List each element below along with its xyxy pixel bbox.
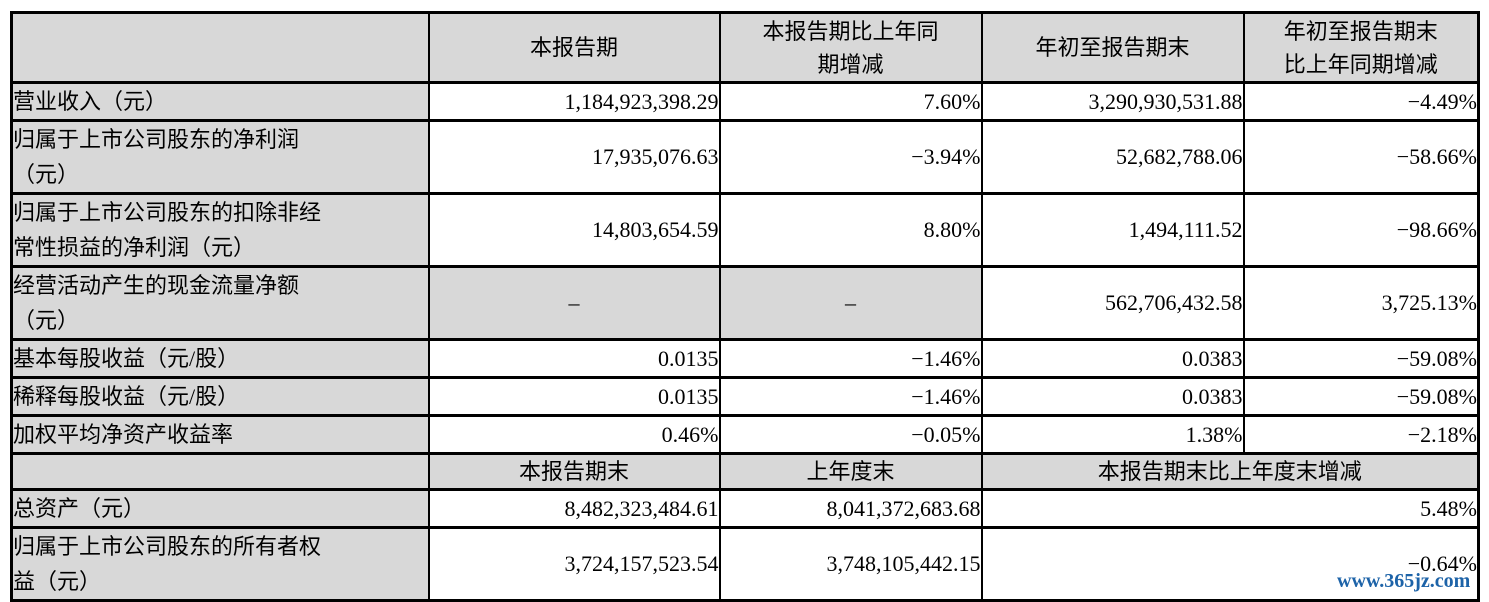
operating-revenue-yoy: 7.60% [718,81,983,122]
net-profit-yoy: −3.94% [718,119,983,195]
row-weighted-avg-roe-label: 加权平均净资产收益率 [10,414,430,455]
row-diluted-eps: 稀释每股收益（元/股） 0.0135 −1.46% 0.0383 −59.08% [10,376,1480,417]
cash-flow-current-dash: – [427,265,721,341]
owners-equity-period-end: 3,724,157,523.54 [427,526,721,602]
row-diluted-eps-label: 稀释每股收益（元/股） [10,376,430,417]
owners-equity-change: −0.64% [980,526,1480,602]
net-profit-excl-ytd-yoy: −98.66% [1242,192,1480,268]
row-owners-equity: 归属于上市公司股东的所有者权 益（元） 3,724,157,523.54 3,7… [10,526,1480,602]
header-row-period-end: 本报告期末 上年度末 本报告期末比上年度末增减 [10,452,1480,491]
operating-revenue-current: 1,184,923,398.29 [427,81,721,122]
total-assets-period-end: 8,482,323,484.61 [427,488,721,529]
financial-summary-table: 本报告期 本报告期比上年同 期增减 年初至报告期末 年初至报告期末 比上年同期增… [10,11,1480,602]
basic-eps-ytd-yoy: −59.08% [1242,338,1480,379]
header-prior-year-end: 上年度末 [718,452,983,491]
header-period-end-change: 本报告期末比上年度末增减 [980,452,1480,491]
total-assets-change: 5.48% [980,488,1480,529]
row-basic-eps-label: 基本每股收益（元/股） [10,338,430,379]
row-basic-eps: 基本每股收益（元/股） 0.0135 −1.46% 0.0383 −59.08% [10,338,1480,379]
net-profit-excl-ytd: 1,494,111.52 [980,192,1245,268]
row-operating-cash-flow-label: 经营活动产生的现金流量净额 （元） [10,265,430,341]
row-owners-equity-label: 归属于上市公司股东的所有者权 益（元） [10,526,430,602]
total-assets-prior-year-end: 8,041,372,683.68 [718,488,983,529]
header-current-period: 本报告期 [427,11,721,84]
operating-revenue-ytd-yoy: −4.49% [1242,81,1480,122]
row-operating-revenue: 营业收入（元） 1,184,923,398.29 7.60% 3,290,930… [10,81,1480,122]
row-total-assets: 总资产（元） 8,482,323,484.61 8,041,372,683.68… [10,488,1480,529]
net-profit-ytd: 52,682,788.06 [980,119,1245,195]
financial-summary-table-container: 本报告期 本报告期比上年同 期增减 年初至报告期末 年初至报告期末 比上年同期增… [10,11,1480,602]
net-profit-excl-yoy: 8.80% [718,192,983,268]
cash-flow-yoy-dash: – [718,265,983,341]
row-net-profit-excl-nonrecurring: 归属于上市公司股东的扣除非经 常性损益的净利润（元） 14,803,654.59… [10,192,1480,268]
header2-blank-cell [10,452,430,491]
site-watermark: www.365jz.com [1337,570,1471,592]
net-profit-excl-current: 14,803,654.59 [427,192,721,268]
diluted-eps-ytd: 0.0383 [980,376,1245,417]
header-period-end: 本报告期末 [427,452,721,491]
diluted-eps-yoy: −1.46% [718,376,983,417]
basic-eps-ytd: 0.0383 [980,338,1245,379]
net-profit-current: 17,935,076.63 [427,119,721,195]
roe-ytd: 1.38% [980,414,1245,455]
operating-revenue-ytd: 3,290,930,531.88 [980,81,1245,122]
row-operating-cash-flow: 经营活动产生的现金流量净额 （元） – – 562,706,432.58 3,7… [10,265,1480,341]
header-row-period: 本报告期 本报告期比上年同 期增减 年初至报告期末 年初至报告期末 比上年同期增… [10,11,1480,84]
roe-ytd-yoy: −2.18% [1242,414,1480,455]
basic-eps-yoy: −1.46% [718,338,983,379]
header-ytd-yoy-change: 年初至报告期末 比上年同期增减 [1242,11,1480,84]
cash-flow-ytd: 562,706,432.58 [980,265,1245,341]
row-net-profit-label: 归属于上市公司股东的净利润 （元） [10,119,430,195]
row-net-profit: 归属于上市公司股东的净利润 （元） 17,935,076.63 −3.94% 5… [10,119,1480,195]
cash-flow-ytd-yoy: 3,725.13% [1242,265,1480,341]
diluted-eps-ytd-yoy: −59.08% [1242,376,1480,417]
row-net-profit-excl-nonrecurring-label: 归属于上市公司股东的扣除非经 常性损益的净利润（元） [10,192,430,268]
row-weighted-avg-roe: 加权平均净资产收益率 0.46% −0.05% 1.38% −2.18% [10,414,1480,455]
diluted-eps-current: 0.0135 [427,376,721,417]
header-current-period-yoy-change: 本报告期比上年同 期增减 [718,11,983,84]
net-profit-ytd-yoy: −58.66% [1242,119,1480,195]
owners-equity-prior-year-end: 3,748,105,442.15 [718,526,983,602]
header-blank-cell [10,11,430,84]
row-operating-revenue-label: 营业收入（元） [10,81,430,122]
basic-eps-current: 0.0135 [427,338,721,379]
roe-yoy: −0.05% [718,414,983,455]
header-ytd: 年初至报告期末 [980,11,1245,84]
roe-current: 0.46% [427,414,721,455]
row-total-assets-label: 总资产（元） [10,488,430,529]
